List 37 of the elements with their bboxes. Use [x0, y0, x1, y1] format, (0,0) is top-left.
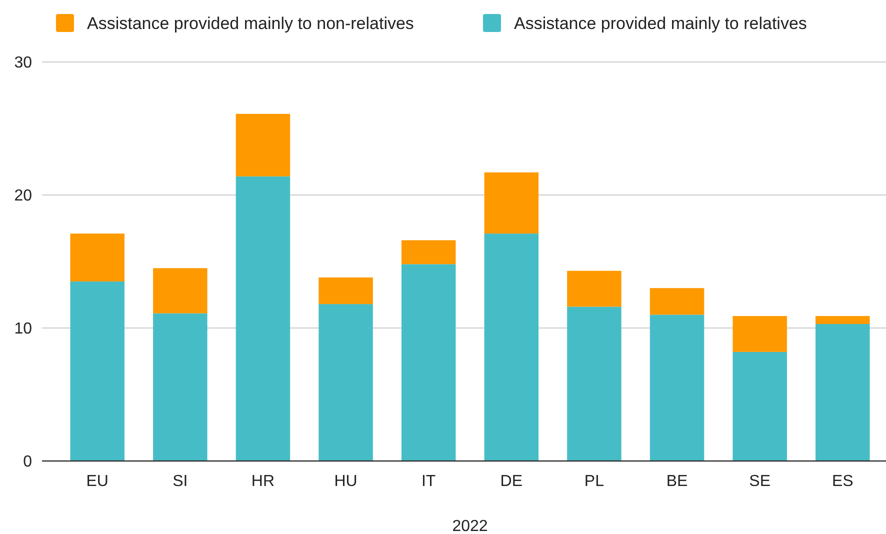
legend-label: Assistance provided mainly to non-relatives [87, 14, 414, 33]
bar [401, 264, 456, 461]
bar [70, 281, 124, 461]
bar [650, 288, 704, 315]
x-tick-label: HR [251, 473, 275, 490]
x-tick-label: SE [749, 473, 770, 490]
bar [236, 114, 290, 176]
bar [732, 316, 787, 352]
x-tick-label: ES [832, 473, 854, 490]
bar [484, 234, 539, 461]
y-tick-label: 0 [23, 454, 32, 471]
bar [70, 234, 124, 282]
bar [318, 304, 373, 461]
x-tick-label: IT [421, 473, 436, 490]
bar [401, 240, 456, 264]
bar [816, 324, 870, 461]
y-tick-label: 30 [14, 54, 32, 72]
y-tick-label: 10 [14, 320, 32, 338]
x-tick-label: HU [334, 473, 358, 490]
bar [236, 176, 290, 461]
bar [816, 316, 870, 324]
legend-label: Assistance provided mainly to relatives [514, 14, 807, 33]
bar [567, 306, 622, 461]
x-tick-label: EU [86, 473, 108, 490]
x-tick-label: SI [172, 473, 188, 490]
bar [153, 268, 208, 314]
bar [732, 352, 787, 461]
y-tick-label: 20 [14, 188, 32, 205]
bar [484, 172, 539, 234]
bar [153, 313, 208, 461]
x-tick-label: BE [666, 473, 688, 490]
bar [650, 314, 704, 461]
x-axis-title: 2022 [452, 518, 488, 534]
x-tick-label: PL [584, 473, 604, 490]
x-tick-label: DE [500, 473, 523, 490]
bar [567, 270, 622, 307]
bar [318, 277, 373, 304]
